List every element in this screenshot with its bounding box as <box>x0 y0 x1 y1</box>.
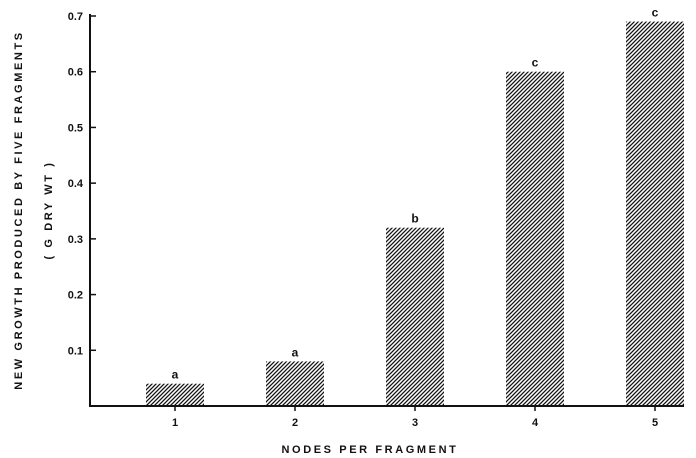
significance-label-3: b <box>411 212 418 226</box>
y-tick-label-0.5: 0.5 <box>68 122 83 134</box>
y-tick-label-0.4: 0.4 <box>68 178 84 190</box>
y-tick-label-0.6: 0.6 <box>68 67 83 79</box>
significance-label-4: c <box>532 56 539 70</box>
tick-labels: a 1 a 2 b 3 c 4 c 5 0.1 0.2 0.3 0.4 0.5 0.6 0.7 <box>68 6 659 429</box>
bar-2 <box>266 361 324 406</box>
axes <box>89 14 684 407</box>
significance-label-2: a <box>292 345 299 359</box>
bar-4 <box>506 71 564 406</box>
y-tick-label-0.3: 0.3 <box>68 234 83 246</box>
significance-label-5: c <box>652 6 659 20</box>
bars-layer <box>146 21 684 406</box>
x-tick-label-5: 5 <box>652 417 658 429</box>
y-axis-title: NEW GROWTH PRODUCED BY FIVE FRAGMENTS <box>13 30 25 389</box>
x-axis-title: NODES PER FRAGMENT <box>282 444 459 456</box>
tick-marks <box>90 15 656 411</box>
y-tick-label-0.1: 0.1 <box>68 345 83 357</box>
y-tick-label-0.7: 0.7 <box>68 11 83 23</box>
significance-label-1: a <box>172 368 179 382</box>
bar-5 <box>626 21 684 406</box>
x-tick-label-3: 3 <box>412 417 418 429</box>
bar-3 <box>386 227 444 406</box>
y-axis-unit: ( G DRY WT ) <box>43 160 55 259</box>
x-tick-label-2: 2 <box>292 417 298 429</box>
y-tick-label-0.2: 0.2 <box>68 290 83 302</box>
x-tick-label-4: 4 <box>532 417 539 429</box>
x-tick-label-1: 1 <box>172 417 178 429</box>
bar-1 <box>146 383 204 406</box>
